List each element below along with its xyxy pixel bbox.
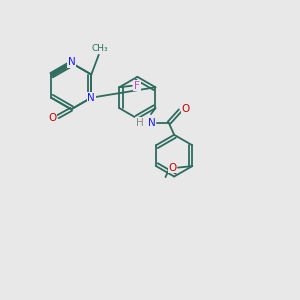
Text: O: O [181,104,190,114]
Text: H: H [136,118,144,128]
Text: O: O [169,163,177,172]
Text: N: N [148,118,156,128]
Text: CH₃: CH₃ [91,44,108,53]
Text: N: N [68,57,76,67]
Text: O: O [48,113,57,123]
Text: F: F [134,81,140,91]
Text: N: N [87,93,95,103]
